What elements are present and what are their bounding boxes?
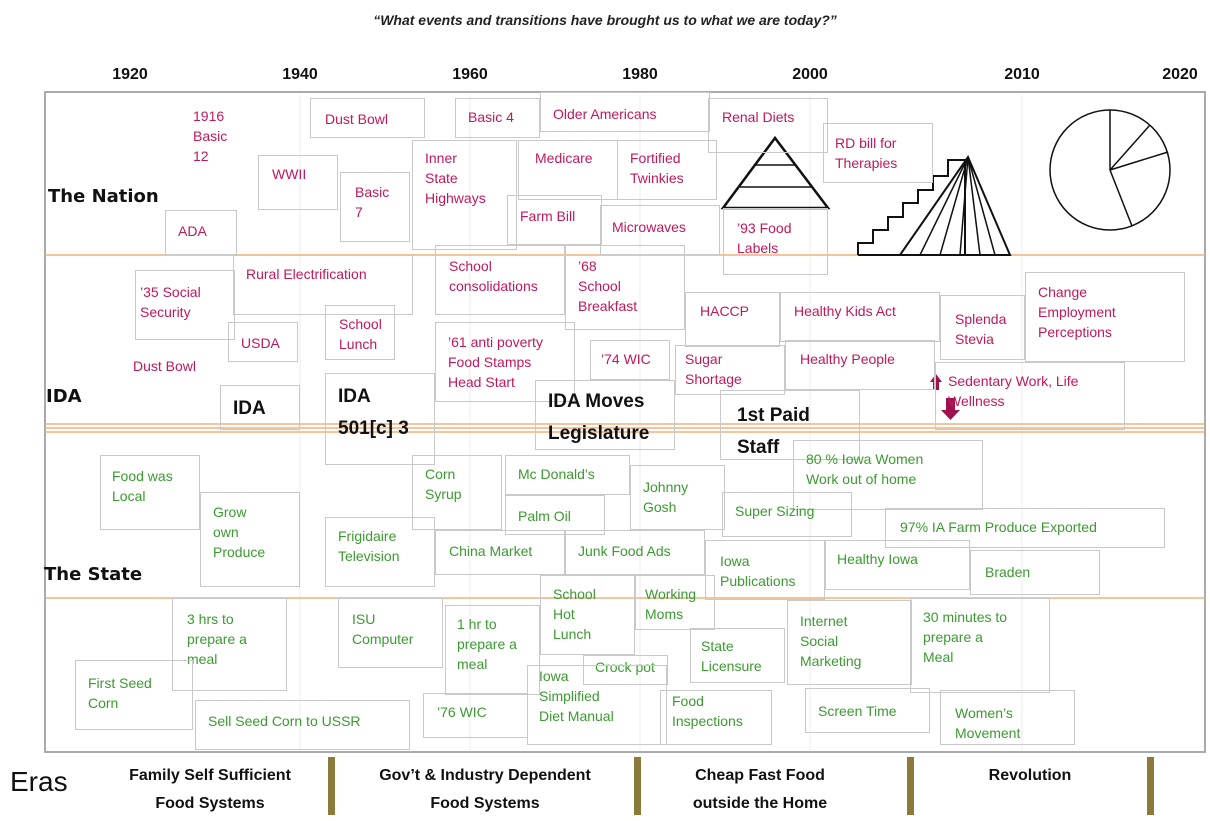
event-label: First Seed Corn [88, 673, 152, 713]
event-label: ISU Computer [352, 609, 413, 649]
era-label: Gov’t & Industry Dependent Food Systems [379, 762, 591, 818]
event-label: Healthy Kids Act [794, 301, 896, 321]
event-label: 3 hrs to prepare a meal [187, 609, 247, 669]
event-label: Inner State Highways [425, 148, 486, 208]
event-label: IDA 501[c] 3 [338, 381, 409, 445]
event-label: Iowa Simplified Diet Manual [539, 666, 614, 726]
event-label: Sugar Shortage [685, 349, 742, 389]
year-label: 2020 [1162, 66, 1198, 84]
event-label: Older Americans [553, 104, 656, 124]
event-label: WWII [272, 164, 306, 184]
year-label: 1940 [282, 66, 318, 84]
event-label: China Market [449, 541, 532, 561]
event-label: IDA [233, 393, 266, 425]
event-label: RD bill for Therapies [835, 133, 897, 173]
eras-label: Eras [10, 766, 68, 798]
event-label: Rural Electrification [246, 264, 367, 284]
event-label: ’61 anti poverty Food Stamps Head Start [448, 332, 543, 392]
event-label: 30 minutes to prepare a Meal [923, 607, 1007, 667]
pie-icon [1050, 110, 1170, 230]
event-label: Renal Diets [722, 107, 794, 127]
event-label: Frigidaire Television [338, 526, 399, 566]
event-label: ’68 School Breakfast [578, 256, 637, 316]
event-label: Screen Time [818, 701, 897, 721]
event-label: Healthy Iowa [837, 549, 918, 569]
era-label: Cheap Fast Food outside the Home [693, 762, 827, 818]
row-label: IDA [46, 386, 82, 407]
event-label: ’93 Food Labels [737, 218, 791, 258]
event-label: Dust Bowl [133, 356, 196, 376]
row-label: The State [44, 564, 142, 585]
event-label: Splenda Stevia [955, 309, 1006, 349]
row-label: The Nation [48, 186, 159, 207]
era-label: Family Self Sufficient Food Systems [129, 762, 291, 818]
event-label: Dust Bowl [325, 109, 388, 129]
event-label: Mc Donald’s [518, 464, 595, 484]
event-label: ’35 Social Security [140, 282, 201, 322]
timeline-page: “What events and transitions have brough… [0, 0, 1210, 821]
event-label: USDA [241, 333, 280, 353]
event-label: School Hot Lunch [553, 584, 596, 644]
event-label: Medicare [535, 148, 593, 168]
event-label: Grow own Produce [213, 502, 265, 562]
event-label: Internet Social Marketing [800, 611, 861, 671]
event-label: ’74 WIC [601, 349, 651, 369]
event-label: School Lunch [339, 314, 382, 354]
year-label: 1980 [622, 66, 658, 84]
event-label: Healthy People [800, 349, 895, 369]
event-label: Johnny Gosh [643, 477, 688, 517]
event-label: Food was Local [112, 466, 173, 506]
event-label: Basic 4 [468, 107, 514, 127]
event-label: School consolidations [449, 256, 538, 296]
event-label: IDA Moves Legislature [548, 386, 649, 450]
event-label: 1 hr to prepare a meal [457, 614, 517, 674]
era-label: Revolution [989, 762, 1072, 790]
event-label: HACCP [700, 301, 749, 321]
year-label: 2000 [792, 66, 828, 84]
event-label: 80 % Iowa Women Work out of home [806, 449, 923, 489]
event-label: Super Sizing [735, 501, 814, 521]
event-label: Braden [985, 562, 1030, 582]
event-label: Iowa Publications [720, 551, 796, 591]
year-label: 1960 [452, 66, 488, 84]
event-label: 1916 Basic 12 [193, 106, 227, 166]
event-label: Corn Syrup [425, 464, 462, 504]
event-label: Working Moms [645, 584, 696, 624]
event-label: Sedentary Work, Life Wellness [948, 371, 1078, 411]
event-label: State Licensure [701, 636, 762, 676]
year-label: 2010 [1004, 66, 1040, 84]
event-label: Microwaves [612, 217, 686, 237]
event-label: Sell Seed Corn to USSR [208, 711, 361, 731]
event-label: Junk Food Ads [578, 541, 671, 561]
event-label: Farm Bill [520, 206, 575, 226]
event-label: Change Employment Perceptions [1038, 282, 1116, 342]
event-label: ADA [178, 221, 207, 241]
event-label: Food Inspections [672, 691, 743, 731]
page-title: “What events and transitions have brough… [0, 12, 1210, 28]
event-label: ’76 WIC [437, 702, 487, 722]
event-label: Fortified Twinkies [630, 148, 684, 188]
event-label: Basic 7 [355, 182, 389, 222]
event-label: Women’s Movement [955, 703, 1020, 743]
event-label: Palm Oil [518, 506, 571, 526]
year-label: 1920 [112, 66, 148, 84]
event-label: 97% IA Farm Produce Exported [900, 517, 1097, 537]
